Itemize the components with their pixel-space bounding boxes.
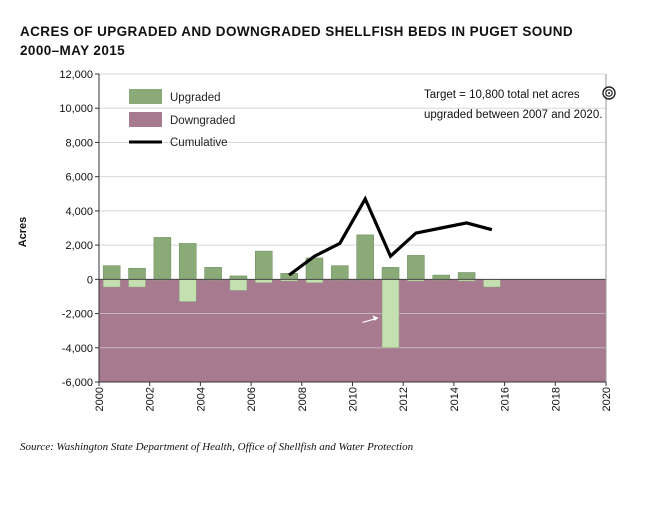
bar-upgraded [102,265,121,280]
arrow-head-icon [372,315,379,321]
x-tick-label: 2008 [297,387,309,411]
x-tick-label: 2014 [449,387,461,411]
axis-ticks: -6,000 -4,000 -2,000 0 2,000 4,000 6,000 8,000 1… [17,69,613,411]
annotation-line1: Target = 10,800 total net acres [424,89,580,101]
bar-upgraded [178,243,197,280]
x-tick-label: 2004 [195,387,207,411]
bar-upgraded [255,250,273,280]
x-tick-label: 2000 [94,387,106,411]
target-icon [602,86,616,100]
y-axis-label: Acres [17,217,29,248]
x-tick-label: 2006 [246,387,258,411]
bar-downgraded [255,279,273,284]
chart-title-line2: 2000–May 2015 [20,43,126,58]
bar-upgraded [432,274,450,280]
y-tick-label: 10,000 [59,103,93,115]
source-note: Source: Washington State Department of H… [20,441,414,453]
bar-downgraded [483,279,501,288]
bar-upgraded [407,255,425,280]
cumulative-line [288,195,493,277]
y-tick-label: 6,000 [65,172,93,184]
bar-upgraded [153,237,172,280]
bar-upgraded [128,267,146,280]
bar-downgraded [128,279,146,288]
bar-upgraded [331,265,349,280]
y-tick-label: -4,000 [62,343,93,355]
y-tick-label: 0 [87,274,93,286]
target-icon-center [608,92,610,94]
y-tick-label: 2,000 [65,240,93,252]
bar-upgraded [356,234,374,280]
legend-swatch-downgraded [129,112,162,127]
bar-upgraded [204,267,222,280]
x-tick-label: 2016 [500,387,512,411]
y-tick-label: 12,000 [59,69,93,81]
bar-downgraded [381,279,400,349]
y-tick-label: 4,000 [65,206,93,218]
legend-label-cumulative: Cumulative [170,137,228,149]
x-tick-label: 2020 [601,387,613,411]
plot-background-negative [99,279,606,382]
bar-downgraded [102,279,121,288]
legend-label-downgraded: Downgraded [170,115,235,127]
x-tick-label: 2002 [145,387,157,411]
target-icon-ring [605,89,613,97]
annotation-group: Target = 10,800 total net acres upgraded … [424,86,616,121]
y-tick-label: -6,000 [62,377,93,389]
bar-downgraded [229,279,248,291]
bar-upgraded [381,267,400,280]
x-tick-label: 2012 [398,387,410,411]
x-tick-label: 2010 [348,387,360,411]
chart-title: Acres of Upgraded and Downgraded Shellfi… [20,22,573,60]
bar-downgraded [305,279,324,284]
legend-swatch-upgraded [129,89,162,104]
y-tick-label: 8,000 [65,137,93,149]
plot-area [98,73,607,383]
bar-upgraded [457,272,476,280]
chart-title-line1: Acres of Upgraded and Downgraded Shellfi… [20,24,574,39]
legend: Upgraded Downgraded Cumulative [129,89,235,149]
x-tick-label: 2018 [550,387,562,411]
bar-upgraded [229,275,248,280]
y-tick-label: -2,000 [62,309,93,321]
legend-label-upgraded: Upgraded [170,92,221,104]
bar-downgraded [178,279,197,302]
annotation-line2: upgraded between 2007 and 2020. [424,109,602,121]
